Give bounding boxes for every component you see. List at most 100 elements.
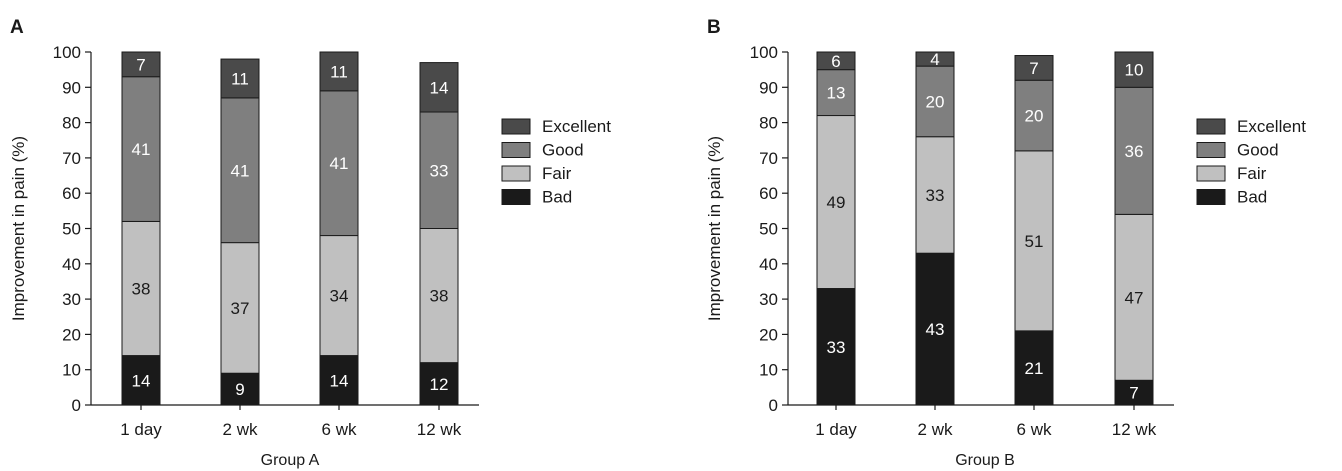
y-tick-label: 40 bbox=[62, 255, 81, 274]
data-label: 49 bbox=[827, 193, 846, 212]
x-axis-label: Group A bbox=[261, 452, 320, 469]
data-label: 12 bbox=[430, 375, 449, 394]
y-tick-label: 20 bbox=[759, 325, 778, 344]
bar-segment-fair bbox=[816, 115, 856, 290]
y-tick-label: 90 bbox=[62, 78, 81, 97]
bar-segment-fair bbox=[319, 235, 359, 357]
x-tick-label: 1 day bbox=[815, 420, 857, 439]
bar-segment-good bbox=[915, 65, 955, 138]
y-axis-label: Improvement in pain (%) bbox=[9, 136, 28, 321]
y-tick-label: 10 bbox=[62, 361, 81, 380]
legend-swatch-excellent bbox=[1196, 118, 1226, 135]
legend-swatch-excellent bbox=[501, 118, 531, 135]
bar-segment-good bbox=[419, 111, 459, 229]
data-label: 34 bbox=[330, 287, 349, 306]
legend-label-bad: Bad bbox=[542, 188, 572, 207]
data-label: 13 bbox=[827, 84, 846, 103]
x-tick-label: 6 wk bbox=[322, 420, 357, 439]
data-label: 20 bbox=[926, 92, 945, 111]
x-tick-label: 2 wk bbox=[223, 420, 258, 439]
panel-label: B bbox=[707, 17, 721, 38]
x-axis-label: Group B bbox=[955, 452, 1015, 469]
data-label: 33 bbox=[430, 161, 449, 180]
legend-swatch-good bbox=[1196, 142, 1226, 158]
bar-segment-excellent bbox=[915, 51, 955, 67]
data-label: 21 bbox=[1025, 359, 1044, 378]
legend: Excellent Good Fair Bad bbox=[501, 117, 611, 207]
y-tick-label: 100 bbox=[750, 43, 778, 62]
y-tick-label: 30 bbox=[62, 290, 81, 309]
data-label: 36 bbox=[1125, 142, 1144, 161]
data-label: 38 bbox=[430, 287, 449, 306]
bar-segment-excellent bbox=[1014, 55, 1054, 81]
y-tick-label: 10 bbox=[759, 361, 778, 380]
x-tick-label: 2 wk bbox=[918, 420, 953, 439]
bar-segment-excellent bbox=[1114, 51, 1154, 88]
bar-segment-bad bbox=[1114, 379, 1154, 406]
x-tick-label: 1 day bbox=[120, 420, 162, 439]
data-label: 20 bbox=[1025, 107, 1044, 126]
x-tick-label: 6 wk bbox=[1017, 420, 1052, 439]
y-tick-label: 60 bbox=[62, 184, 81, 203]
bar-segment-fair bbox=[1014, 150, 1054, 332]
panel-label: A bbox=[10, 17, 24, 38]
data-label: 41 bbox=[132, 140, 151, 159]
data-label: 43 bbox=[926, 320, 945, 339]
y-tick-label: 90 bbox=[759, 78, 778, 97]
bar-segment-fair bbox=[419, 228, 459, 364]
data-label: 9 bbox=[235, 380, 244, 399]
bar-segment-excellent bbox=[319, 51, 359, 92]
y-axis-label: Improvement in pain (%) bbox=[705, 136, 724, 321]
legend-label-good: Good bbox=[542, 141, 584, 160]
data-label: 33 bbox=[926, 186, 945, 205]
bar-segment-fair bbox=[915, 136, 955, 254]
data-label: 10 bbox=[1125, 61, 1144, 80]
bar-segment-good bbox=[1014, 79, 1054, 152]
data-label: 47 bbox=[1125, 288, 1144, 307]
bar-segment-good bbox=[319, 90, 359, 237]
data-label: 14 bbox=[132, 371, 151, 390]
legend-swatch-bad bbox=[501, 189, 531, 205]
y-tick-label: 50 bbox=[759, 220, 778, 239]
data-label: 51 bbox=[1025, 232, 1044, 251]
data-label: 7 bbox=[136, 55, 145, 74]
legend-swatch-fair bbox=[1196, 165, 1226, 182]
bar-segment-excellent bbox=[121, 51, 161, 78]
legend-swatch-bad bbox=[1196, 189, 1226, 205]
data-label: 7 bbox=[1029, 59, 1038, 78]
legend-label-good: Good bbox=[1237, 141, 1279, 160]
bar-segment-bad bbox=[319, 355, 359, 406]
legend-label-fair: Fair bbox=[1237, 164, 1267, 183]
data-label: 38 bbox=[132, 280, 151, 299]
bar-segment-fair bbox=[121, 220, 161, 357]
y-tick-label: 70 bbox=[759, 149, 778, 168]
bar-segment-excellent bbox=[419, 62, 459, 113]
bar-segment-bad bbox=[121, 355, 161, 406]
data-label: 37 bbox=[231, 299, 250, 318]
bar-segment-good bbox=[121, 76, 161, 222]
data-label: 41 bbox=[231, 161, 250, 180]
y-tick-label: 70 bbox=[62, 149, 81, 168]
y-tick-label: 0 bbox=[769, 396, 778, 415]
data-label: 33 bbox=[827, 338, 846, 357]
legend-swatch-good bbox=[501, 142, 531, 158]
data-label: 11 bbox=[231, 69, 249, 88]
legend-label-excellent: Excellent bbox=[542, 117, 611, 136]
data-label: 11 bbox=[330, 62, 348, 81]
data-label: 14 bbox=[330, 371, 349, 390]
y-tick-label: 80 bbox=[62, 114, 81, 133]
y-tick-label: 20 bbox=[62, 325, 81, 344]
data-label: 4 bbox=[930, 50, 939, 69]
bar-segment-bad bbox=[419, 362, 459, 406]
chart-panel-b: B 0 10 20 30 40 50 60 70 80 90 100 Improvement in pa… bbox=[705, 17, 1306, 469]
y-tick-label: 100 bbox=[53, 43, 81, 62]
bar-segment-good bbox=[220, 97, 260, 244]
y-tick-label: 50 bbox=[62, 220, 81, 239]
x-tick-label: 12 wk bbox=[1112, 420, 1157, 439]
legend: Excellent Good Fair Bad bbox=[1196, 117, 1306, 207]
y-tick-label: 0 bbox=[72, 396, 81, 415]
bar-segment-good bbox=[1114, 86, 1154, 215]
bar-segment-excellent bbox=[220, 58, 260, 99]
bar-segment-bad bbox=[915, 252, 955, 406]
